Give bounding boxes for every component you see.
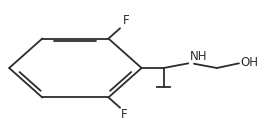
Text: F: F	[121, 108, 128, 121]
Text: OH: OH	[240, 56, 258, 69]
Text: F: F	[123, 14, 129, 27]
Text: NH: NH	[190, 50, 207, 63]
